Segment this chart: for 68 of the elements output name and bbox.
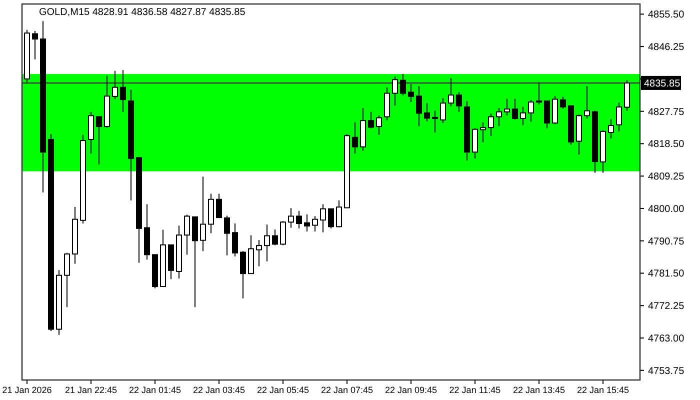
y-tick-label: 4809.25 <box>648 172 685 183</box>
candlestick <box>504 98 510 116</box>
candlestick <box>376 115 382 136</box>
candlestick <box>368 111 374 129</box>
candlestick <box>184 214 190 256</box>
y-tick-label: 4800.00 <box>648 204 685 215</box>
candlestick <box>272 228 278 246</box>
x-tick-label: 21 Jan 2026 <box>2 385 52 395</box>
candlestick <box>496 107 502 127</box>
x-tick-label: 22 Jan 11:45 <box>449 385 501 395</box>
x-tick-label: 22 Jan 13:45 <box>512 385 566 395</box>
y-tick-label: 4753.75 <box>648 366 685 377</box>
candlestick <box>32 30 38 60</box>
chart-title: GOLD,M15 4828.91 4836.58 4827.87 4835.85 <box>39 7 246 18</box>
candlestick <box>216 193 222 218</box>
y-tick-label: 4827.75 <box>648 106 685 118</box>
candlestick <box>64 252 70 308</box>
candlestick <box>256 239 262 267</box>
y-tick-label: 4818.50 <box>648 139 685 150</box>
candlestick <box>552 96 558 125</box>
y-tick-label: 4855.50 <box>648 10 685 21</box>
candlestick <box>88 111 94 154</box>
candlestick <box>288 208 294 228</box>
candlestick <box>200 176 206 252</box>
y-tick-label: 4790.75 <box>648 236 685 248</box>
y-tick-label: 4772.25 <box>648 301 685 312</box>
candlestick <box>352 122 358 154</box>
candlestick <box>520 106 526 126</box>
y-tick-label: 4781.50 <box>648 268 685 280</box>
x-tick-label: 21 Jan 22:45 <box>64 385 118 395</box>
candlestick <box>336 200 342 228</box>
candlestick <box>560 96 566 110</box>
x-tick-label: 22 Jan 03:45 <box>192 385 246 395</box>
candlestick <box>528 99 534 122</box>
candlestick <box>456 92 462 112</box>
candlestick <box>424 102 430 122</box>
candlestick <box>192 216 198 308</box>
candlestick <box>480 122 486 143</box>
candlestick <box>440 98 446 124</box>
x-tick-label: 22 Jan 09:45 <box>384 385 438 395</box>
x-tick-label: 22 Jan 07:45 <box>320 385 374 395</box>
candlestick <box>280 220 286 246</box>
y-tick-label: 4846.25 <box>648 42 685 54</box>
candlestick <box>320 204 326 233</box>
candlestick <box>584 86 590 119</box>
x-tick-label: 22 Jan 05:45 <box>256 385 310 395</box>
candlestick <box>264 224 270 262</box>
x-tick-label: 22 Jan 15:45 <box>576 385 630 395</box>
x-tick-label: 22 Jan 01:45 <box>128 385 182 395</box>
candlestick <box>432 110 438 133</box>
candlestick <box>416 86 422 127</box>
candlestick <box>328 208 334 229</box>
candlestick <box>616 102 622 132</box>
candlestick <box>472 128 478 159</box>
candlestick <box>384 86 390 121</box>
candlestick <box>488 113 494 136</box>
candlestick <box>544 100 550 129</box>
candlestick <box>224 215 230 256</box>
candlestick <box>312 216 318 232</box>
candlestick <box>96 116 102 165</box>
y-tick-label: 4763.00 <box>648 333 685 344</box>
candlestick <box>232 223 238 257</box>
candlestick <box>240 250 246 299</box>
ref-line-label: 4835.85 <box>644 78 681 90</box>
candlestick <box>608 118 614 139</box>
candlestick <box>512 98 518 120</box>
candlestick <box>296 210 302 229</box>
candlestick <box>304 214 310 232</box>
